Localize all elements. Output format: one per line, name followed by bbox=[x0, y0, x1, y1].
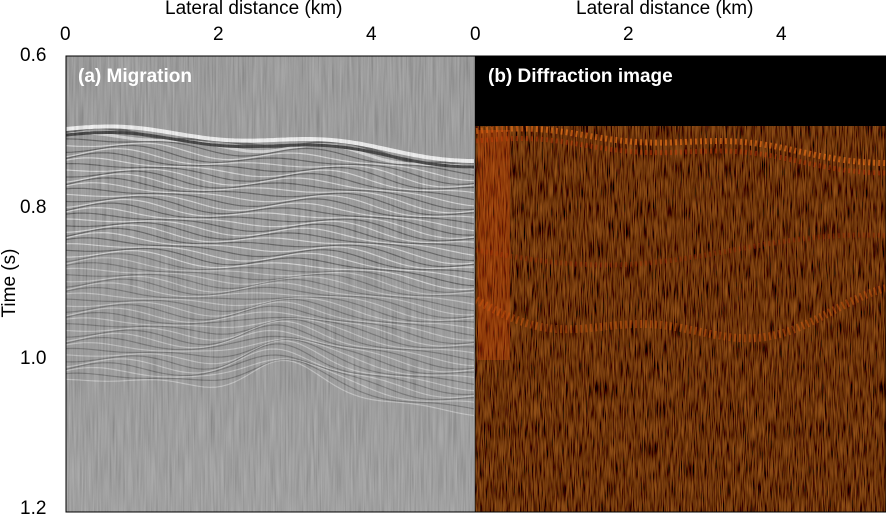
panel-a-label: (a) Migration bbox=[78, 66, 192, 87]
y-tick-0-8: 0.8 bbox=[20, 197, 47, 218]
panel-a-x-tick-4: 4 bbox=[366, 24, 377, 45]
panel-a-x-tick-0: 0 bbox=[60, 24, 71, 45]
panel-b-label: (b) Diffraction image bbox=[488, 66, 673, 87]
y-tick-1-0: 1.0 bbox=[20, 348, 47, 369]
panel-b-x-tick-4: 4 bbox=[776, 24, 787, 45]
y-tick-1-2: 1.2 bbox=[20, 498, 47, 519]
panel-b-x-axis-title: Lateral distance (km) bbox=[576, 0, 754, 19]
y-tick-0-6: 0.6 bbox=[20, 45, 47, 66]
panel-b-x-tick-2: 2 bbox=[623, 24, 634, 45]
panel-b-x-tick-0: 0 bbox=[470, 24, 481, 45]
panel-a-x-tick-2: 2 bbox=[213, 24, 224, 45]
panel-a-migration-image bbox=[66, 56, 474, 512]
panel-b-diffraction-image bbox=[475, 56, 886, 512]
panel-a-x-axis-title: Lateral distance (km) bbox=[165, 0, 343, 19]
